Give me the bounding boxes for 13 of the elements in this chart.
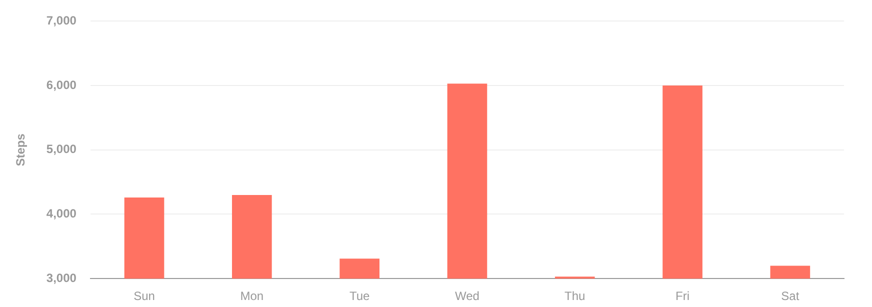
y-tick-label: 3,000 (46, 270, 77, 285)
y-tick-label: 5,000 (46, 142, 77, 156)
x-tick-label: Sat (781, 289, 800, 304)
y-tick-label: 6,000 (46, 78, 77, 92)
y-tick-label: 7,000 (46, 14, 77, 28)
y-axis-title: Steps (14, 133, 28, 166)
x-tick-label: Thu (564, 289, 586, 304)
y-tick-label: 4,000 (46, 206, 77, 221)
x-tick-label: Tue (349, 289, 370, 304)
x-tick-label: Fri (676, 289, 690, 304)
x-tick-label: Mon (240, 289, 264, 304)
x-tick-label: Sun (134, 289, 155, 304)
x-tick-label: Wed (454, 289, 480, 304)
